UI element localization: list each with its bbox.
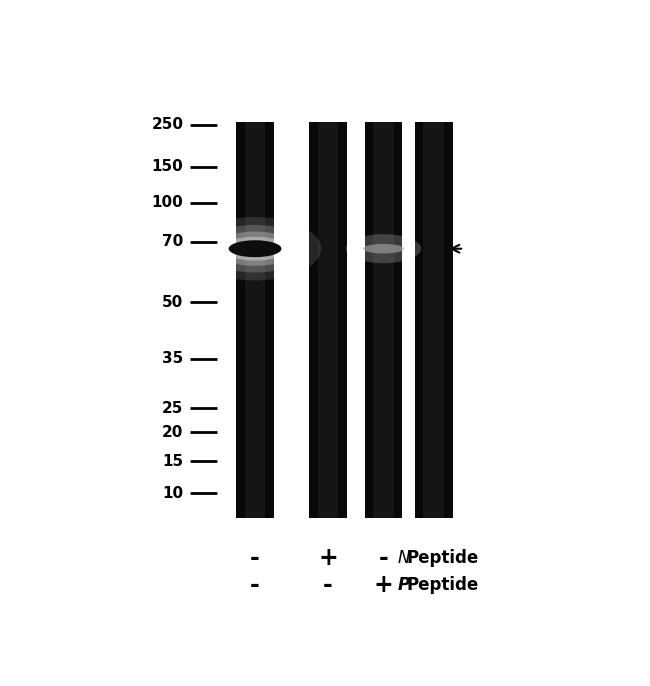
Text: 50: 50 [162, 294, 183, 309]
Text: 10: 10 [162, 486, 183, 501]
Ellipse shape [363, 244, 404, 253]
Ellipse shape [346, 234, 421, 263]
Text: -: - [250, 546, 260, 569]
Bar [318, 122, 339, 518]
Text: -: - [378, 546, 389, 569]
Text: 70: 70 [162, 235, 183, 249]
Text: Peptide: Peptide [406, 576, 478, 594]
Ellipse shape [189, 217, 321, 281]
Text: N: N [398, 549, 410, 567]
Text: 150: 150 [151, 159, 183, 174]
Bar [424, 122, 444, 518]
Bar [236, 122, 274, 518]
Text: +: + [318, 546, 338, 569]
Text: -: - [323, 573, 333, 598]
Text: 250: 250 [151, 117, 183, 132]
Text: 35: 35 [162, 351, 183, 366]
Text: P: P [398, 576, 410, 594]
Ellipse shape [229, 240, 281, 257]
Text: 15: 15 [162, 453, 183, 469]
Bar [244, 122, 265, 518]
Ellipse shape [221, 237, 289, 261]
Ellipse shape [213, 232, 296, 266]
Text: Peptide: Peptide [406, 549, 478, 567]
Bar [373, 122, 394, 518]
Text: +: + [374, 573, 393, 598]
Bar [365, 122, 402, 518]
Text: 100: 100 [151, 196, 183, 210]
Text: -: - [250, 573, 260, 598]
Text: 25: 25 [162, 401, 183, 416]
Text: 20: 20 [162, 425, 183, 440]
Ellipse shape [202, 225, 308, 272]
Bar [309, 122, 347, 518]
Bar [415, 122, 453, 518]
